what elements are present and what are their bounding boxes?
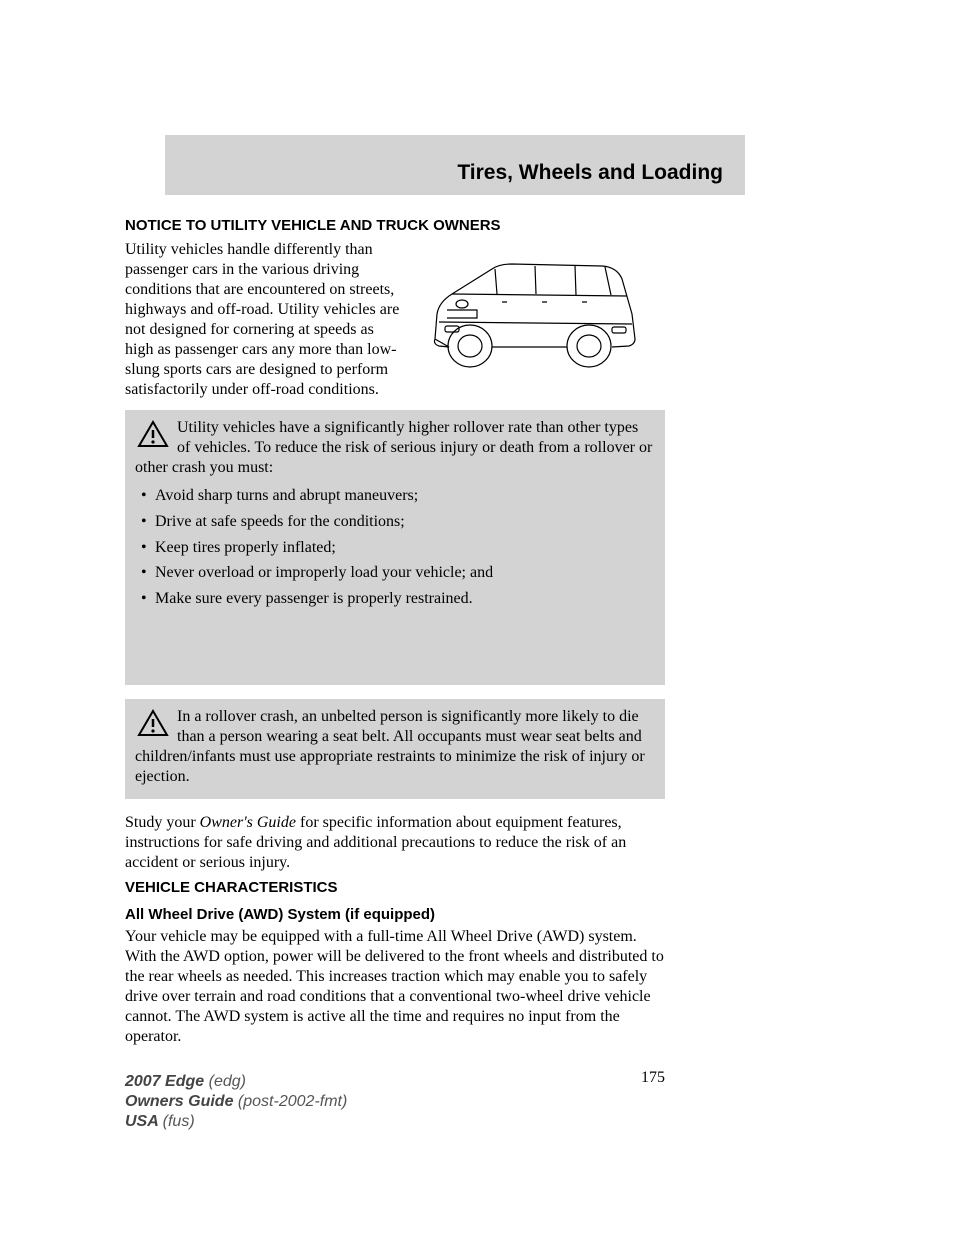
warning-icon <box>137 709 169 737</box>
footer-line-2: Owners Guide (post-2002-fmt) <box>125 1092 347 1112</box>
warning-icon <box>137 420 169 448</box>
study-prefix: Study your <box>125 814 200 831</box>
characteristics-heading: VEHICLE CHARACTERISTICS <box>125 879 665 896</box>
footer-line-1: 2007 Edge (edg) <box>125 1072 347 1092</box>
awd-text: Your vehicle may be equipped with a full… <box>125 927 665 1047</box>
warning1-list: Avoid sharp turns and abrupt maneuvers; … <box>135 486 655 610</box>
warning1-intro: Utility vehicles have a significantly hi… <box>135 418 655 478</box>
footer-code2: (post-2002-fmt) <box>238 1093 347 1110</box>
suv-illustration <box>417 240 647 389</box>
footer-guide: Owners Guide <box>125 1093 238 1110</box>
awd-heading: All Wheel Drive (AWD) System (if equippe… <box>125 906 665 923</box>
footer: 2007 Edge (edg) Owners Guide (post-2002-… <box>125 1072 347 1132</box>
footer-region: USA <box>125 1113 163 1130</box>
chapter-title: Tires, Wheels and Loading <box>457 161 723 185</box>
footer-code1: (edg) <box>209 1073 246 1090</box>
intro-row: Utility vehicles handle differently than… <box>125 240 665 400</box>
notice-heading: NOTICE TO UTILITY VEHICLE AND TRUCK OWNE… <box>125 217 665 234</box>
footer-model: 2007 Edge <box>125 1073 209 1090</box>
warning2-text: In a rollover crash, an unbelted person … <box>135 707 655 787</box>
list-item: Drive at safe speeds for the conditions; <box>135 512 655 533</box>
warning-box-2: In a rollover crash, an unbelted person … <box>125 699 665 799</box>
notice-intro-text: Utility vehicles handle differently than… <box>125 240 405 400</box>
chapter-header-bar: Tires, Wheels and Loading <box>165 135 745 195</box>
list-item: Make sure every passenger is properly re… <box>135 589 655 610</box>
suv-icon <box>417 244 647 384</box>
page-content: Tires, Wheels and Loading NOTICE TO UTIL… <box>125 135 785 1087</box>
footer-code3: (fus) <box>163 1113 195 1130</box>
study-paragraph: Study your Owner's Guide for specific in… <box>125 813 665 873</box>
list-item: Avoid sharp turns and abrupt maneuvers; <box>135 486 655 507</box>
warning-box-1: Utility vehicles have a significantly hi… <box>125 410 665 685</box>
list-item: Keep tires properly inflated; <box>135 538 655 559</box>
study-italic: Owner's Guide <box>200 814 296 831</box>
list-item: Never overload or improperly load your v… <box>135 563 655 584</box>
content-area: NOTICE TO UTILITY VEHICLE AND TRUCK OWNE… <box>125 195 665 1087</box>
footer-line-3: USA (fus) <box>125 1112 347 1132</box>
